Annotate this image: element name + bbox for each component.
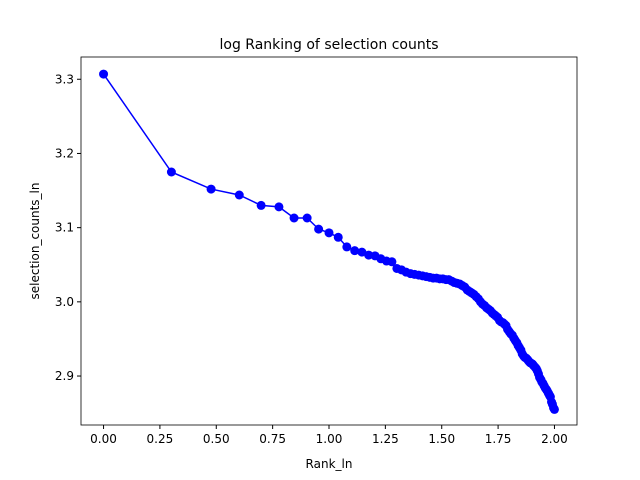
x-axis-label: Rank_ln [306,457,353,471]
x-tick-label: 1.25 [372,432,399,446]
data-point [302,213,312,223]
data-point [342,242,352,252]
y-tick-label: 3.2 [55,146,74,160]
x-tick-label: 1.00 [316,432,343,446]
data-point [256,200,266,210]
data-point [549,404,559,414]
data-point [99,69,109,79]
x-tick-label: 1.75 [485,432,512,446]
x-tick-label: 0.75 [259,432,286,446]
y-tick-label: 2.9 [55,369,74,383]
chart-title: log Ranking of selection counts [220,37,439,53]
data-point [333,232,343,242]
data-point [206,184,216,194]
y-axis-label: selection_counts_ln [28,183,42,300]
y-tick-label: 3.0 [55,295,74,309]
x-tick-label: 0.50 [203,432,230,446]
data-line [102,73,556,410]
x-tick-label: 2.00 [541,432,568,446]
y-tick-label: 3.1 [55,221,74,235]
data-point [350,246,360,256]
data-point [387,257,397,267]
plot-frame [80,56,578,426]
x-tick-label: 0.00 [90,432,117,446]
data-point [289,213,299,223]
x-tick-label: 0.25 [147,432,174,446]
x-tick-label: 1.50 [428,432,455,446]
data-point [314,224,324,234]
data-point [274,202,284,212]
data-point [234,190,244,200]
data-point [324,228,334,238]
data-point [357,247,367,257]
y-tick-label: 3.3 [55,72,74,86]
data-point [166,167,176,177]
